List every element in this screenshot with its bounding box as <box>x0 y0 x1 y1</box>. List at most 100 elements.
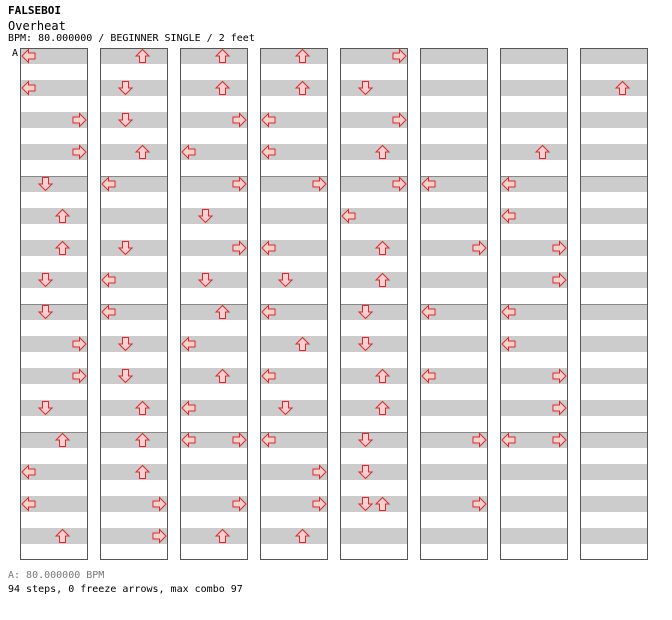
arrow-up-icon <box>134 464 151 479</box>
beat-stripe <box>180 464 248 480</box>
arrow-right-icon <box>72 144 87 160</box>
beat-stripe <box>20 48 88 64</box>
beat-stripe <box>580 368 648 384</box>
beat-stripe <box>340 304 408 320</box>
arrow-left-icon <box>101 272 116 288</box>
arrow-left-icon <box>501 208 516 224</box>
beat-stripe <box>500 496 568 512</box>
chart-column <box>260 48 328 560</box>
arrow-down-icon <box>357 337 374 352</box>
beat-stripe <box>20 176 88 192</box>
beat-stripe <box>20 304 88 320</box>
beat-stripe <box>580 176 648 192</box>
beat-stripe <box>420 80 488 96</box>
chart-column <box>20 48 88 560</box>
arrow-right-icon <box>232 112 247 128</box>
chart-info: BPM: 80.000000 / BEGINNER SINGLE / 2 fee… <box>8 33 255 44</box>
beat-stripe <box>500 80 568 96</box>
arrow-left-icon <box>261 144 276 160</box>
arrow-down-icon <box>357 433 374 448</box>
arrow-left-icon <box>501 304 516 320</box>
column-border <box>260 48 328 560</box>
beat-stripe <box>260 208 328 224</box>
beat-stripe <box>180 304 248 320</box>
beat-stripe <box>580 80 648 96</box>
beat-stripe <box>100 464 168 480</box>
arrow-up-icon <box>214 528 231 543</box>
beat-stripe <box>420 272 488 288</box>
beat-stripe <box>500 208 568 224</box>
arrow-left-icon <box>21 496 36 512</box>
beat-stripe <box>500 464 568 480</box>
beat-stripe <box>500 336 568 352</box>
beat-stripe <box>420 400 488 416</box>
step-stats: 94 steps, 0 freeze arrows, max combo 97 <box>8 584 243 595</box>
arrow-left-icon <box>261 112 276 128</box>
arrow-up-icon <box>374 240 391 255</box>
arrow-down-icon <box>37 401 54 416</box>
arrow-up-icon <box>214 80 231 95</box>
beat-stripe <box>340 464 408 480</box>
arrow-up-icon <box>134 400 151 415</box>
arrow-down-icon <box>117 113 134 128</box>
arrow-right-icon <box>392 48 407 64</box>
column-border <box>420 48 488 560</box>
arrow-up-icon <box>534 144 551 159</box>
beat-stripe <box>420 48 488 64</box>
arrow-up-icon <box>374 144 391 159</box>
beat-stripe <box>180 48 248 64</box>
beat-stripe <box>20 208 88 224</box>
arrow-up-icon <box>214 48 231 63</box>
beat-stripe <box>180 176 248 192</box>
step-chart <box>20 48 648 560</box>
arrow-up-icon <box>294 80 311 95</box>
chart-footer: A: 80.000000 BPM 94 steps, 0 freeze arro… <box>8 569 243 597</box>
arrow-right-icon <box>552 432 567 448</box>
beat-stripe <box>420 528 488 544</box>
arrow-right-icon <box>232 240 247 256</box>
beat-stripe <box>500 368 568 384</box>
column-border <box>340 48 408 560</box>
column-border <box>500 48 568 560</box>
arrow-up-icon <box>54 432 71 447</box>
arrow-left-icon <box>501 432 516 448</box>
arrow-left-icon <box>261 240 276 256</box>
arrow-up-icon <box>374 272 391 287</box>
beat-stripe <box>180 496 248 512</box>
beat-stripe <box>180 240 248 256</box>
beat-stripe <box>180 272 248 288</box>
beat-stripe <box>180 144 248 160</box>
arrow-right-icon <box>312 464 327 480</box>
arrow-down-icon <box>37 305 54 320</box>
beat-stripe <box>340 272 408 288</box>
beat-stripe <box>20 432 88 448</box>
arrow-left-icon <box>421 176 436 192</box>
beat-stripe <box>20 496 88 512</box>
arrow-left-icon <box>21 80 36 96</box>
beat-stripe <box>20 464 88 480</box>
chart-column <box>580 48 648 560</box>
beat-stripe <box>20 112 88 128</box>
beat-stripe <box>180 336 248 352</box>
beat-stripe <box>340 336 408 352</box>
column-border <box>180 48 248 560</box>
beat-stripe <box>260 496 328 512</box>
beat-stripe <box>580 528 648 544</box>
beat-stripe <box>20 80 88 96</box>
arrow-right-icon <box>552 400 567 416</box>
beat-stripe <box>180 432 248 448</box>
beat-stripe <box>260 304 328 320</box>
beat-stripe <box>100 432 168 448</box>
beat-stripe <box>580 48 648 64</box>
beat-stripe <box>100 48 168 64</box>
beat-stripe <box>260 272 328 288</box>
beat-stripe <box>500 400 568 416</box>
beat-stripe <box>100 304 168 320</box>
arrow-down-icon <box>117 81 134 96</box>
arrow-right-icon <box>552 240 567 256</box>
beat-stripe <box>340 528 408 544</box>
arrow-down-icon <box>197 209 214 224</box>
beat-stripe <box>500 240 568 256</box>
beat-stripe <box>340 48 408 64</box>
beat-stripe <box>260 240 328 256</box>
